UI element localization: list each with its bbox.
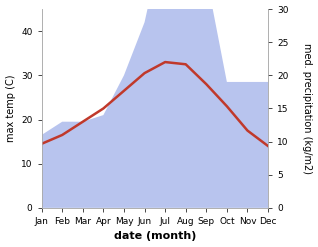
X-axis label: date (month): date (month) — [114, 231, 196, 242]
Y-axis label: max temp (C): max temp (C) — [5, 75, 16, 142]
Y-axis label: med. precipitation (kg/m2): med. precipitation (kg/m2) — [302, 43, 313, 174]
